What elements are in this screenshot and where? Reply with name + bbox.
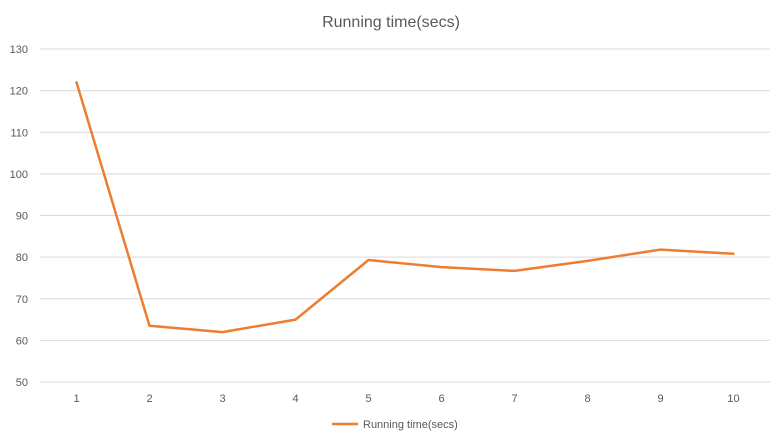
x-tick-label: 1 <box>73 393 79 405</box>
gridlines <box>40 48 770 383</box>
legend: Running time(secs) <box>332 419 458 431</box>
x-tick-label: 10 <box>727 393 739 405</box>
series-group <box>75 81 735 334</box>
y-tick-label: 130 <box>10 44 28 56</box>
x-tick-label: 8 <box>584 393 590 405</box>
x-tick-label: 3 <box>219 393 225 405</box>
x-tick-label: 9 <box>657 393 663 405</box>
y-tick-label: 80 <box>16 252 28 264</box>
x-tick-label: 2 <box>146 393 152 405</box>
y-tick-label: 120 <box>10 86 28 98</box>
chart-title: Running time(secs) <box>322 14 460 31</box>
y-tick-label: 100 <box>10 169 28 181</box>
y-tick-label: 60 <box>16 335 28 347</box>
y-tick-label: 70 <box>16 294 28 306</box>
legend-label: Running time(secs) <box>363 419 458 431</box>
x-axis-ticks: 1 2 3 4 5 6 7 8 9 10 <box>73 393 739 405</box>
x-tick-label: 7 <box>511 393 517 405</box>
y-axis-ticks: 50 60 70 80 90 100 110 120 130 <box>10 44 28 389</box>
x-tick-label: 5 <box>365 393 371 405</box>
y-tick-label: 90 <box>16 211 28 223</box>
x-tick-label: 6 <box>438 393 444 405</box>
y-tick-label: 110 <box>10 127 28 139</box>
x-tick-label: 4 <box>292 393 298 405</box>
series-line <box>75 81 735 334</box>
y-tick-label: 50 <box>16 377 28 389</box>
